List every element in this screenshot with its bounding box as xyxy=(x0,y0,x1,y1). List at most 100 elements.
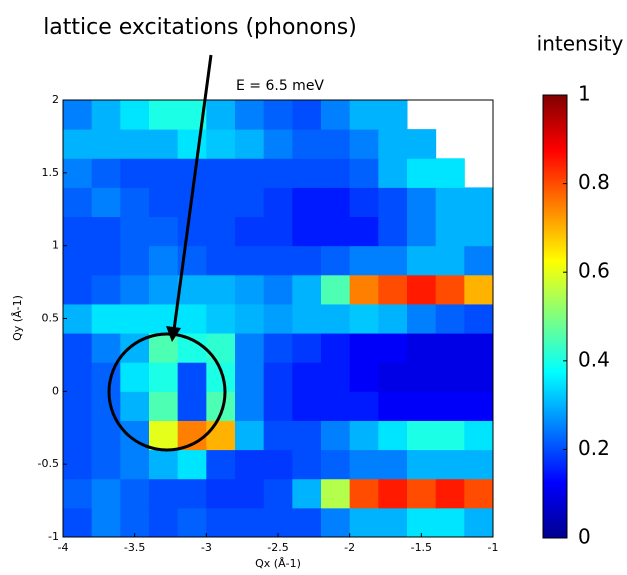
heat-cell xyxy=(263,333,293,363)
heat-cell xyxy=(235,420,265,451)
heat-cell xyxy=(349,420,379,451)
heat-cell xyxy=(349,333,379,363)
x-tick-label: -2 xyxy=(344,541,355,554)
heat-cell xyxy=(263,187,293,218)
heat-cell xyxy=(177,303,207,334)
heat-cell xyxy=(120,391,150,421)
heat-cell xyxy=(177,129,207,159)
heat-cell xyxy=(91,187,121,218)
heat-cell xyxy=(349,303,379,334)
heat-cell xyxy=(292,303,322,334)
heat-cell xyxy=(263,391,293,421)
heat-cell xyxy=(235,391,265,421)
heat-cell xyxy=(292,333,322,363)
heat-cell xyxy=(63,391,93,421)
heat-cell xyxy=(464,478,494,509)
heat-cell xyxy=(177,216,207,247)
heat-cell xyxy=(435,158,465,188)
heat-cell xyxy=(149,187,179,218)
heat-cell xyxy=(177,449,207,480)
heat-cell xyxy=(177,274,207,305)
heat-cell xyxy=(321,449,351,480)
x-tick-label: -3.5 xyxy=(124,541,145,554)
heat-cell xyxy=(63,303,93,334)
heat-cell xyxy=(206,420,236,451)
x-tick-label: -1 xyxy=(488,541,499,554)
heat-cell xyxy=(292,478,322,509)
heat-cell xyxy=(120,158,150,188)
heat-cell xyxy=(120,245,150,276)
heat-cell xyxy=(435,245,465,276)
heat-cell xyxy=(292,216,322,247)
heat-cell xyxy=(378,216,408,247)
heat-cell xyxy=(120,187,150,218)
heat-cell xyxy=(321,303,351,334)
heat-cell xyxy=(91,129,121,159)
heat-cell xyxy=(378,507,408,538)
heat-cell xyxy=(206,333,236,363)
heat-cell xyxy=(91,391,121,421)
heat-cell xyxy=(349,216,379,247)
heat-cell xyxy=(206,100,236,130)
heat-cell xyxy=(91,245,121,276)
heat-cell xyxy=(149,507,179,538)
heat-cell xyxy=(464,245,494,276)
heat-cell xyxy=(91,507,121,538)
heat-cell xyxy=(63,245,93,276)
heat-cell xyxy=(206,362,236,392)
heat-cell xyxy=(407,245,437,276)
heat-cell xyxy=(120,274,150,305)
colorbar-tick-label: 1 xyxy=(578,82,591,106)
heat-cell xyxy=(91,100,121,130)
heat-cell xyxy=(435,216,465,247)
heat-cell xyxy=(263,507,293,538)
heat-cell xyxy=(63,333,93,363)
heat-cell xyxy=(206,187,236,218)
heat-cell xyxy=(464,274,494,305)
colorbar-tick-label: 0.8 xyxy=(578,170,610,194)
heat-cell xyxy=(292,129,322,159)
x-tick-label: -4 xyxy=(58,541,69,554)
x-axis-label: Qx (Å-1) xyxy=(255,557,301,570)
heat-cell xyxy=(321,478,351,509)
heat-cell xyxy=(120,507,150,538)
heat-cell xyxy=(235,303,265,334)
heat-cell xyxy=(464,391,494,421)
chart-title: E = 6.5 meV xyxy=(236,78,324,94)
heat-cell xyxy=(120,129,150,159)
heat-cell xyxy=(292,187,322,218)
heat-cell xyxy=(321,245,351,276)
heat-cell xyxy=(235,216,265,247)
heat-cell xyxy=(464,303,494,334)
heat-cell xyxy=(464,449,494,480)
heat-cell xyxy=(407,158,437,188)
heat-cell xyxy=(235,187,265,218)
x-tick-label: -2.5 xyxy=(267,541,288,554)
heat-cell xyxy=(407,274,437,305)
heat-cell xyxy=(91,274,121,305)
heat-cell xyxy=(149,362,179,392)
heat-cell xyxy=(149,129,179,159)
y-tick-label: -1 xyxy=(48,530,59,543)
x-tick-label: -3 xyxy=(201,541,212,554)
heat-cell xyxy=(263,216,293,247)
y-tick-label: 1 xyxy=(52,239,59,252)
heat-cell xyxy=(378,478,408,509)
heat-cell xyxy=(149,478,179,509)
heat-cell xyxy=(206,129,236,159)
heat-cell xyxy=(63,449,93,480)
heat-cell xyxy=(407,129,437,159)
heat-cell xyxy=(292,391,322,421)
heat-cell xyxy=(407,391,437,421)
heat-cell xyxy=(120,362,150,392)
heat-cell xyxy=(435,333,465,363)
heat-cell xyxy=(63,362,93,392)
highlight-circle xyxy=(107,332,227,452)
colorbar-tick-label: 0.2 xyxy=(578,436,610,460)
y-tick-label: 0.5 xyxy=(42,312,60,325)
heat-cell xyxy=(177,158,207,188)
heat-cell xyxy=(407,216,437,247)
y-tick-label: 2 xyxy=(52,93,59,106)
heat-cell xyxy=(63,274,93,305)
